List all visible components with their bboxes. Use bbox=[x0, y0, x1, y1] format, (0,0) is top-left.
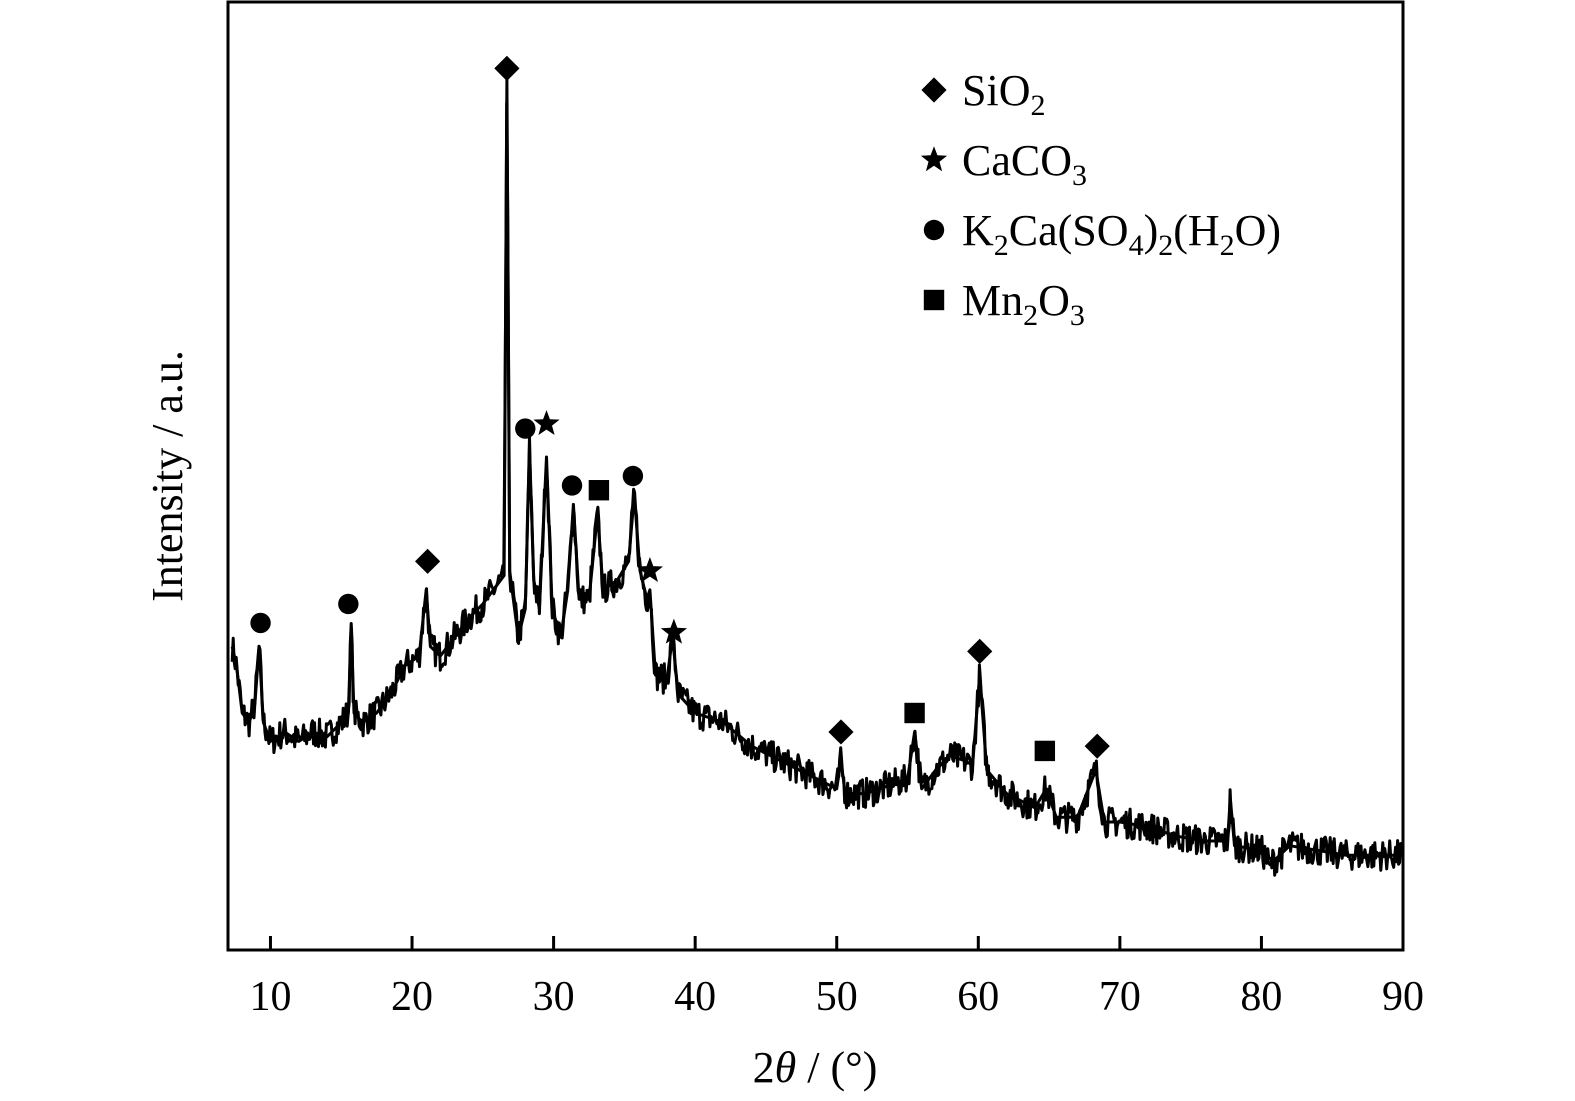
legend-label: CaCO3 bbox=[962, 136, 1087, 192]
peak-marker-diamond bbox=[967, 638, 993, 664]
legend-marker-star bbox=[920, 146, 948, 172]
peak-marker-star bbox=[533, 410, 560, 435]
x-tick-label: 70 bbox=[1099, 974, 1141, 1020]
peak-marker-diamond bbox=[1084, 733, 1110, 759]
peak-marker-circle bbox=[250, 612, 271, 634]
peak-markers bbox=[250, 55, 1110, 762]
peak-marker-circle bbox=[622, 465, 644, 487]
xrd-pattern-peaks bbox=[230, 76, 1403, 867]
peak-marker-diamond bbox=[415, 548, 441, 574]
x-tick-label: 80 bbox=[1240, 974, 1282, 1020]
peak-marker-star bbox=[660, 618, 688, 644]
legend-marker-circle bbox=[923, 219, 945, 241]
peak-marker-square bbox=[1034, 740, 1056, 762]
x-tick-label: 50 bbox=[816, 974, 858, 1020]
legend-marker-diamond bbox=[921, 77, 947, 103]
peak-marker-circle bbox=[338, 593, 359, 615]
peak-marker-circle bbox=[561, 475, 583, 496]
x-axis-tick-labels: 10 20 30 40 50 60 70 80 90 bbox=[249, 974, 1424, 1020]
xrd-pattern-line bbox=[230, 101, 1405, 877]
x-tick-label: 30 bbox=[533, 974, 575, 1020]
x-axis-ticks bbox=[268, 936, 1405, 950]
y-axis-label: Intensity / a.u. bbox=[143, 350, 192, 602]
legend-label: Mn2O3 bbox=[962, 276, 1085, 332]
peak-marker-square bbox=[904, 702, 925, 724]
peak-marker-square bbox=[588, 480, 610, 501]
peak-marker-diamond bbox=[828, 719, 854, 745]
plot-frame bbox=[226, 0, 1405, 952]
legend: SiO2 CaCO3 K2Ca(SO4)2(H2O) Mn2O3 bbox=[920, 66, 1281, 332]
legend-label: K2Ca(SO4)2(H2O) bbox=[962, 206, 1281, 262]
x-tick-label: 40 bbox=[674, 974, 716, 1020]
legend-marker-square bbox=[923, 289, 945, 311]
x-tick-label: 60 bbox=[957, 974, 999, 1020]
x-tick-label: 90 bbox=[1382, 974, 1424, 1020]
peak-marker-diamond bbox=[494, 55, 520, 81]
peak-marker-circle bbox=[515, 418, 536, 439]
x-axis-label: 2θ / (°) bbox=[753, 1043, 878, 1092]
legend-label: SiO2 bbox=[962, 66, 1045, 122]
peak-marker-star bbox=[636, 557, 663, 582]
x-tick-label: 10 bbox=[249, 974, 291, 1020]
x-tick-label: 20 bbox=[391, 974, 433, 1020]
